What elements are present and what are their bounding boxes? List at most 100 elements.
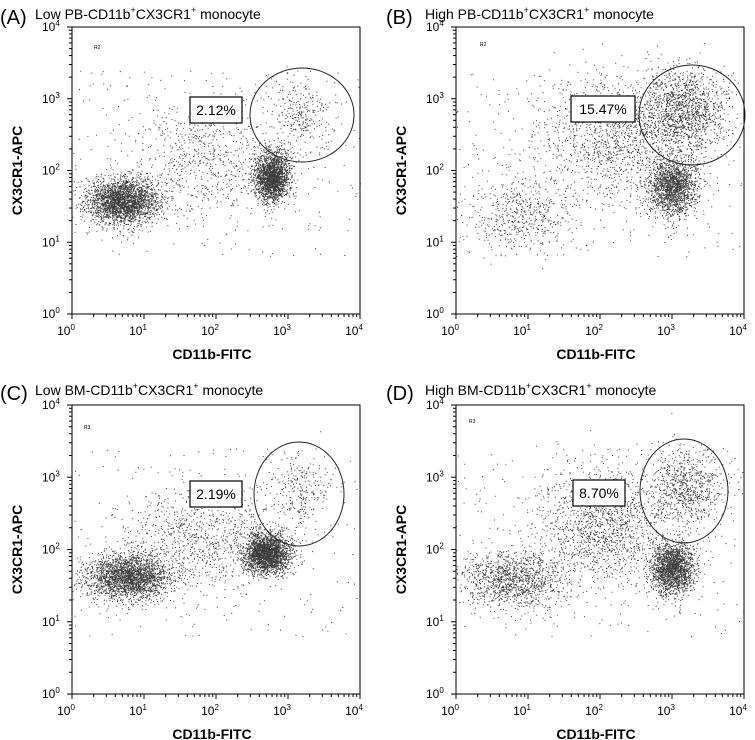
x-tick-label: 101 <box>513 323 531 338</box>
gate-label: R3 <box>84 425 91 431</box>
gate-label: R3 <box>469 419 476 425</box>
plot-frame <box>455 404 745 695</box>
gate-ellipse <box>249 67 355 163</box>
x-axis-label: CD11b-FITC <box>556 726 635 740</box>
tick-base: 10 <box>42 92 56 106</box>
tick-exponent: 2 <box>439 542 444 551</box>
gate-ellipse <box>639 438 729 544</box>
tick-base: 10 <box>441 324 455 338</box>
x-tick-label: 103 <box>273 323 291 338</box>
percent-label: 8.70% <box>579 485 619 501</box>
tick-exponent: 0 <box>70 323 75 332</box>
tick-exponent: 1 <box>526 323 531 332</box>
y-tick-label: 102 <box>426 542 444 557</box>
panel-letter: (A) <box>0 7 27 29</box>
y-tick-label: 103 <box>42 91 60 106</box>
scatter-panel: (C) Low BM-CD11b+CX3CR1+ monocyte10010010… <box>0 381 363 740</box>
tick-exponent: 0 <box>439 306 444 315</box>
scatter-panel: (D) High BM-CD11b+CX3CR1+ monocyte1001001… <box>386 381 747 740</box>
axis-ticks <box>451 26 745 319</box>
tick-exponent: 0 <box>454 323 459 332</box>
plot-frame <box>455 26 745 315</box>
panel-title: Low PB-CD11b+CX3CR1+ monocyte <box>35 5 261 22</box>
tick-exponent: 2 <box>598 703 603 712</box>
tick-base: 10 <box>57 324 71 338</box>
percent-label: 2.19% <box>196 486 236 502</box>
panel-letter: (C) <box>0 383 28 405</box>
tick-base: 10 <box>42 687 56 701</box>
tick-base: 10 <box>57 704 71 718</box>
tick-exponent: 1 <box>142 323 147 332</box>
axis-ticks <box>67 404 361 699</box>
tick-exponent: 1 <box>55 614 60 623</box>
tick-base: 10 <box>42 20 56 34</box>
y-axis-label: CX3CR1-APC <box>9 505 25 594</box>
tick-base: 10 <box>273 704 287 718</box>
title-part: High PB-CD11b <box>425 6 524 22</box>
tick-base: 10 <box>426 164 440 178</box>
x-axis-label: CD11b-FITC <box>172 346 251 362</box>
y-tick-label: 101 <box>42 614 60 629</box>
x-tick-label: 103 <box>273 703 291 718</box>
tick-base: 10 <box>426 687 440 701</box>
tick-exponent: 2 <box>598 323 603 332</box>
tick-base: 10 <box>42 164 56 178</box>
y-tick-label: 104 <box>426 19 444 34</box>
tick-exponent: 0 <box>55 686 60 695</box>
tick-base: 10 <box>426 20 440 34</box>
axis-ticks <box>451 404 745 699</box>
tick-base: 10 <box>657 324 671 338</box>
tick-exponent: 0 <box>70 703 75 712</box>
tick-exponent: 3 <box>55 469 60 478</box>
tick-base: 10 <box>42 235 56 249</box>
title-sup: + <box>586 381 591 391</box>
tick-base: 10 <box>345 324 359 338</box>
x-tick-label: 102 <box>585 703 603 718</box>
x-tick-label: 100 <box>441 703 459 718</box>
y-tick-label: 103 <box>426 91 444 106</box>
tick-exponent: 4 <box>439 19 444 28</box>
tick-base: 10 <box>201 324 215 338</box>
gate-ellipse <box>638 64 746 166</box>
tick-exponent: 2 <box>439 163 444 172</box>
x-axis-label: CD11b-FITC <box>556 346 635 362</box>
tick-base: 10 <box>729 324 743 338</box>
tick-exponent: 2 <box>55 163 60 172</box>
tick-base: 10 <box>426 398 440 412</box>
tick-exponent: 3 <box>670 703 675 712</box>
x-tick-label: 100 <box>441 323 459 338</box>
event-dot-cloud <box>456 43 745 270</box>
panel-title: High BM-CD11b+CX3CR1+ monocyte <box>425 381 656 398</box>
tick-exponent: 4 <box>55 397 60 406</box>
tick-exponent: 2 <box>55 542 60 551</box>
tick-base: 10 <box>585 324 599 338</box>
scatter-panel: (B) High PB-CD11b+CX3CR1+ monocyte1001001… <box>386 5 747 362</box>
title-part: monocyte <box>199 382 264 398</box>
gate-label: R2 <box>480 42 487 48</box>
y-tick-label: 101 <box>426 614 444 629</box>
tick-exponent: 3 <box>55 91 60 100</box>
y-tick-label: 102 <box>42 542 60 557</box>
title-part: monocyte <box>196 6 261 22</box>
x-tick-label: 104 <box>729 703 747 718</box>
tick-base: 10 <box>585 704 599 718</box>
tick-base: 10 <box>426 543 440 557</box>
title-part: monocyte <box>592 382 657 398</box>
title-sup: + <box>193 381 198 391</box>
title-sup: + <box>130 5 135 15</box>
panel-letter: (D) <box>386 383 414 405</box>
tick-exponent: 3 <box>286 703 291 712</box>
tick-base: 10 <box>513 324 527 338</box>
tick-base: 10 <box>42 543 56 557</box>
tick-base: 10 <box>426 470 440 484</box>
tick-exponent: 4 <box>358 323 363 332</box>
percent-box <box>189 96 243 124</box>
y-tick-label: 100 <box>42 306 60 321</box>
y-tick-label: 101 <box>42 234 60 249</box>
tick-exponent: 1 <box>439 614 444 623</box>
event-dots <box>456 413 745 638</box>
tick-base: 10 <box>273 324 287 338</box>
title-part: CX3CR1 <box>529 6 584 22</box>
y-tick-label: 102 <box>42 163 60 178</box>
